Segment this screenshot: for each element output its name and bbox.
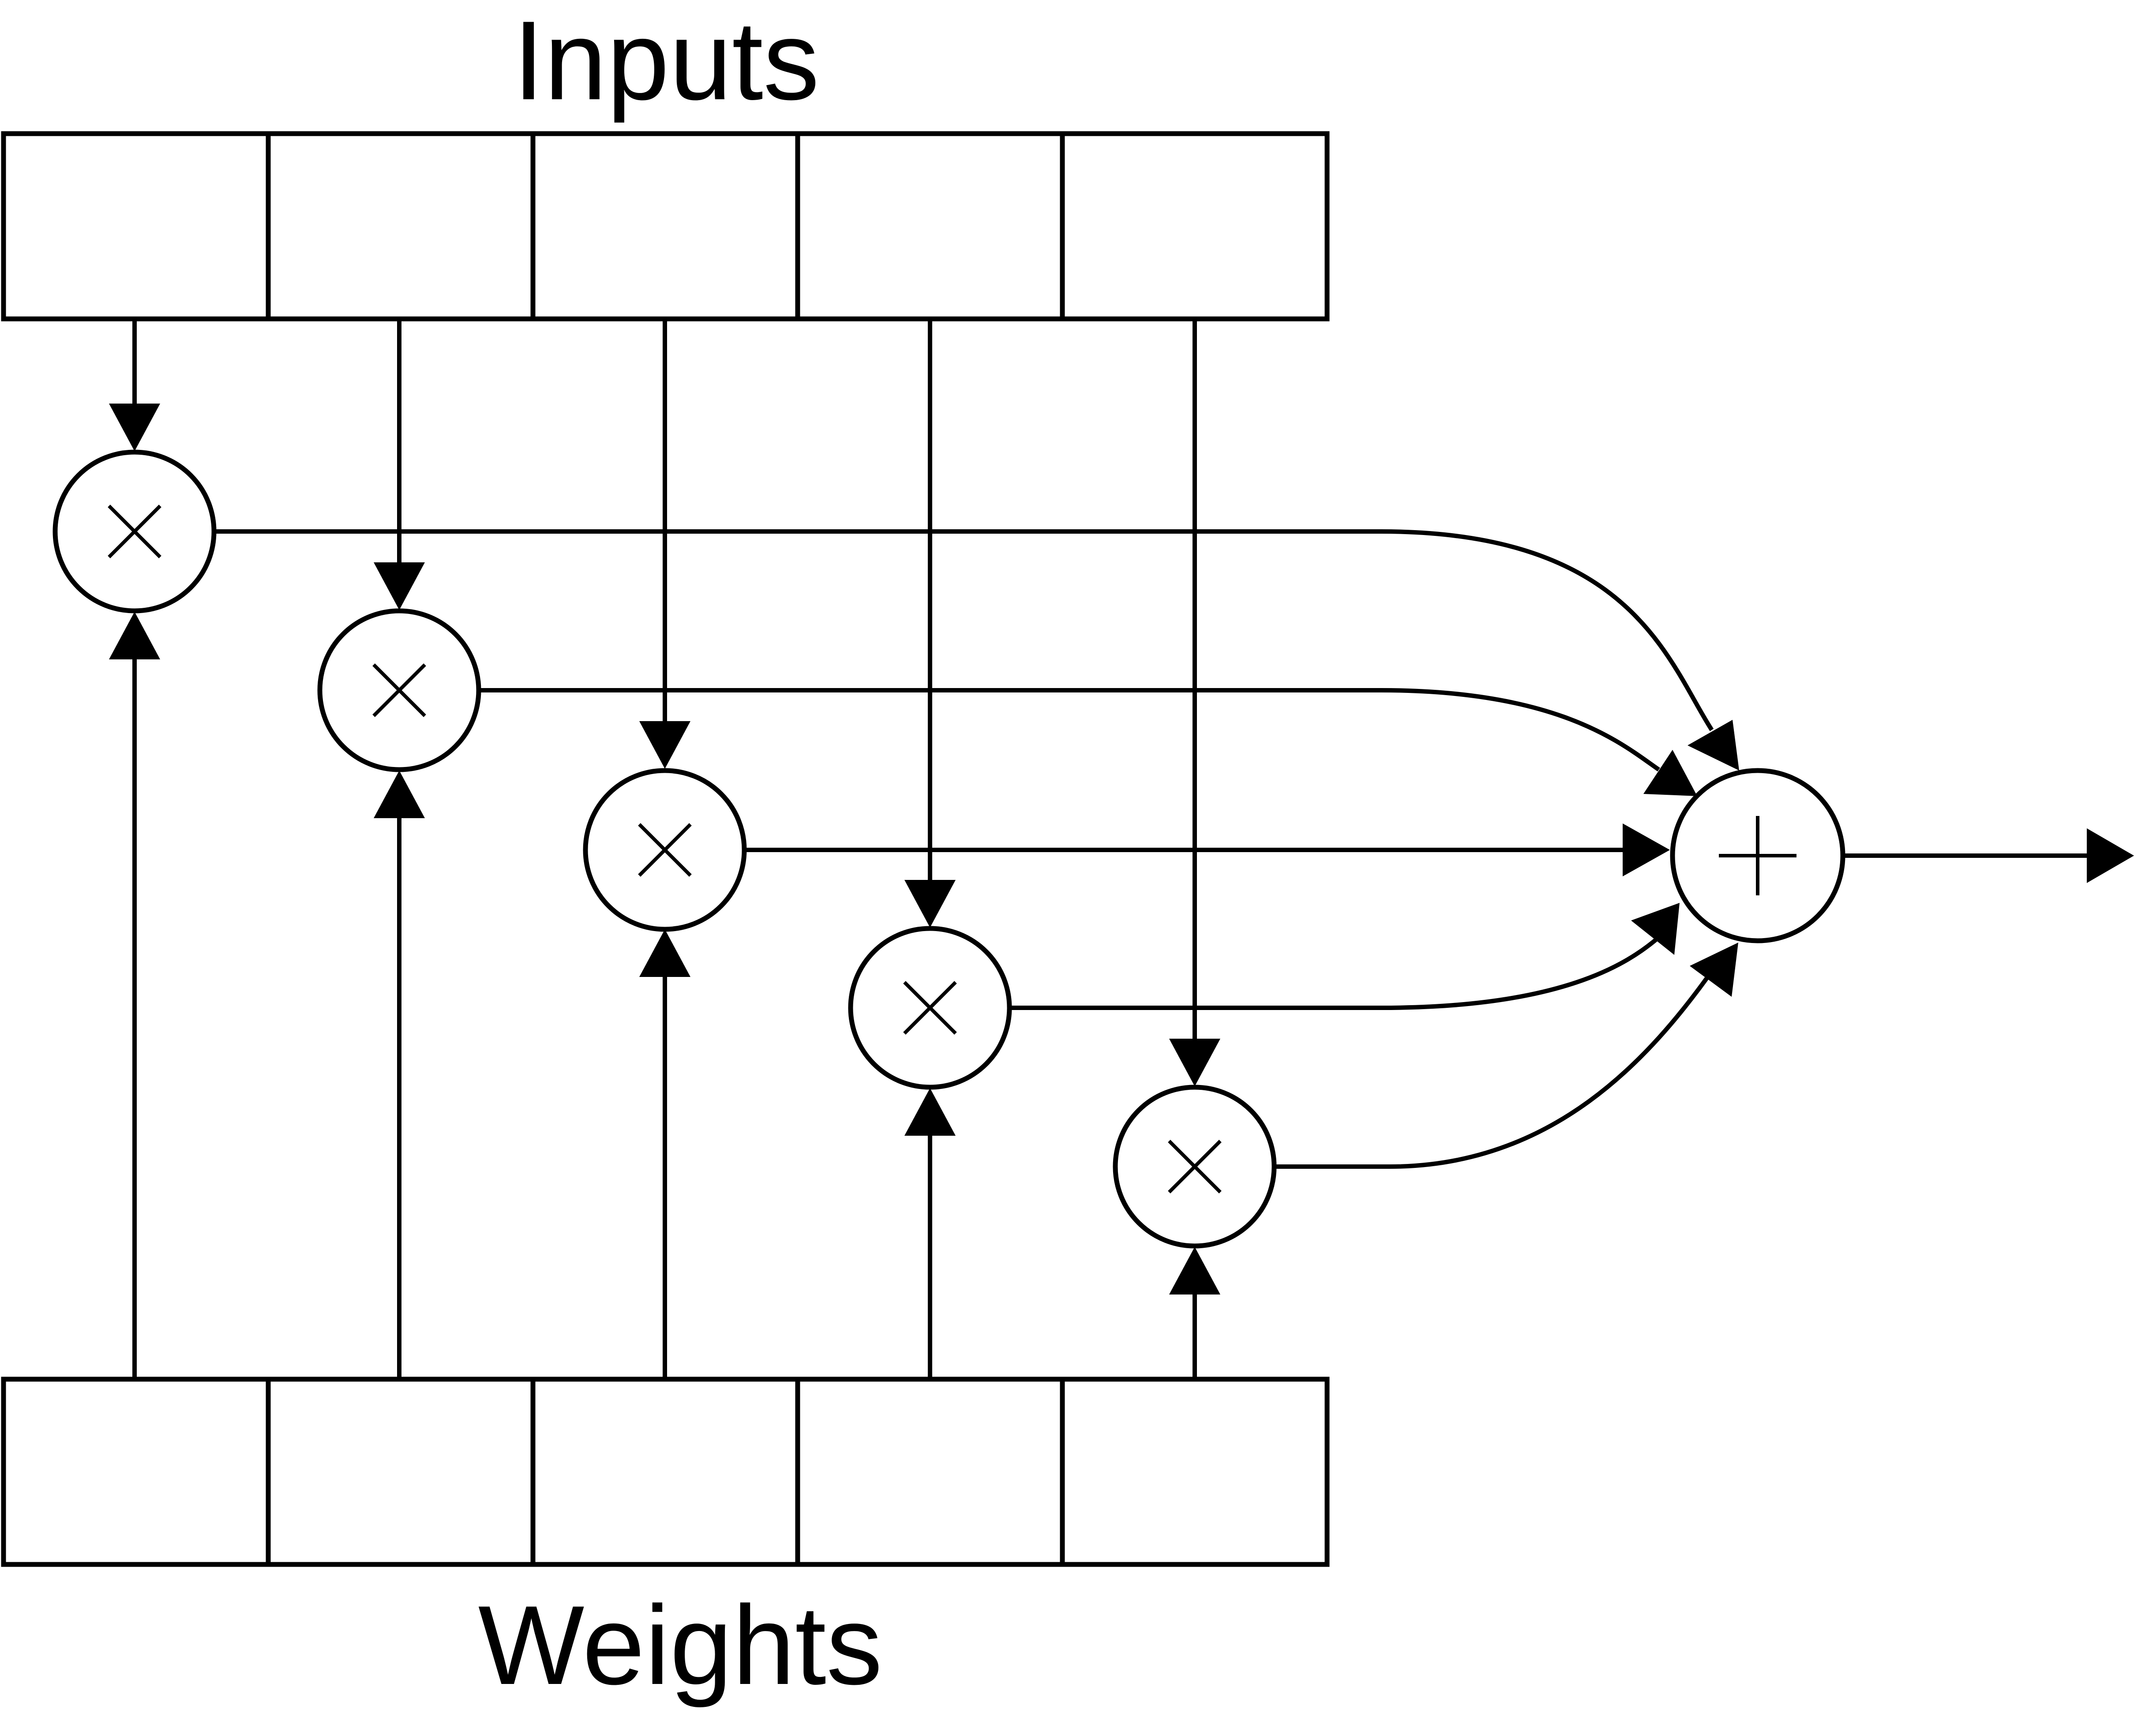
product-wire	[215, 529, 1714, 731]
arrowhead	[1631, 903, 1680, 955]
weight-cell	[1, 1377, 271, 1567]
arrowhead	[1688, 720, 1739, 771]
multiplier-nodes	[53, 449, 1277, 1249]
arrowhead	[109, 612, 160, 659]
weights-array	[1, 1377, 1330, 1567]
weights-label: Weights	[478, 1583, 883, 1708]
weight-cell	[795, 1377, 1065, 1567]
input-cell	[1060, 131, 1330, 322]
arrowheads	[109, 404, 2134, 1295]
multiply-icon	[108, 505, 161, 558]
multiplier-node	[1113, 1085, 1277, 1249]
arrowhead	[374, 562, 425, 610]
multiplier-node	[848, 926, 1012, 1090]
multiplier-node	[317, 608, 481, 772]
inputs-label: Inputs	[513, 0, 820, 123]
multiply-icon	[372, 663, 426, 717]
product-wire	[480, 688, 1660, 772]
input-cell	[1, 131, 271, 322]
weight-wires	[132, 657, 1197, 1379]
arrowhead	[2087, 828, 2134, 883]
arrowhead	[1643, 750, 1697, 796]
product-wire	[1010, 935, 1661, 1010]
arrowhead	[109, 404, 160, 451]
weight-cell	[266, 1377, 536, 1567]
multiplier-node	[53, 449, 217, 614]
weight-cell	[530, 1377, 800, 1567]
arrowhead	[639, 721, 690, 769]
arrowhead	[1623, 823, 1670, 876]
product-wire	[1275, 967, 1716, 1169]
arrowhead	[1690, 943, 1738, 997]
arrowhead	[904, 1088, 956, 1136]
adder-node	[1670, 768, 1845, 943]
arrowhead	[639, 929, 690, 977]
multiplier-node	[583, 768, 747, 932]
input-wires	[132, 319, 1197, 1041]
arrowhead	[1169, 1039, 1220, 1086]
input-cell	[266, 131, 536, 322]
multiply-icon	[1168, 1140, 1222, 1194]
input-cell	[795, 131, 1065, 322]
arrowhead	[904, 880, 956, 928]
product-wires	[215, 529, 1716, 1169]
inputs-array	[1, 131, 1330, 322]
multiply-icon	[903, 981, 957, 1035]
weight-cell	[1060, 1377, 1330, 1567]
input-cell	[530, 131, 800, 322]
arrowhead	[374, 771, 425, 818]
arrowhead	[1169, 1247, 1220, 1295]
plus-icon	[1719, 816, 1796, 895]
multiply-icon	[638, 823, 692, 877]
